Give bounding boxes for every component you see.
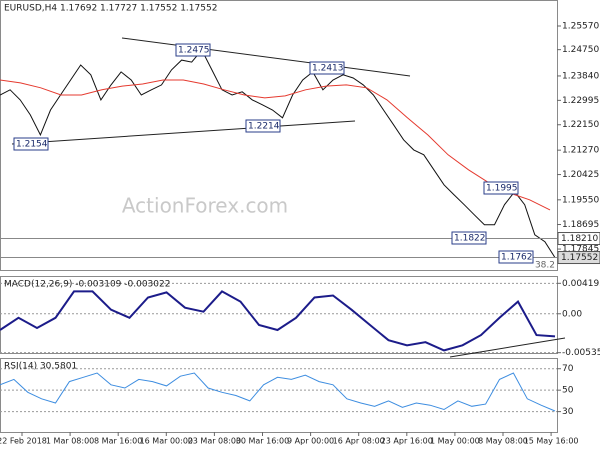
y-tick-label: 1.22995 — [562, 96, 599, 106]
y-tick-label: 0.00 — [562, 309, 582, 319]
panel-title: MACD(12,26,9) -0.003109 -0.003022 — [4, 280, 170, 290]
y-tick-label: 1.18695 — [562, 220, 599, 230]
annotation-box — [451, 231, 487, 245]
annotation: 1.2475 — [178, 46, 210, 56]
x-tick-label: 1 Mar 08:00 — [46, 437, 94, 446]
series-line — [0, 290, 556, 352]
y-tick-label: 1.20425 — [562, 170, 599, 180]
annotation: 1.1995 — [486, 184, 518, 194]
trend-line — [11, 120, 356, 145]
series-line — [0, 79, 551, 211]
y-tick-label: 50 — [562, 386, 574, 396]
series-line — [0, 49, 556, 258]
annotation: 1.2154 — [16, 140, 48, 150]
y-tick-label: 1.19550 — [562, 195, 599, 205]
watermark: ActionForex.com — [122, 194, 288, 218]
annotation-box — [498, 250, 534, 264]
x-tick-label: 15 May 16:00 — [524, 437, 579, 446]
y-tick-label: 1.23840 — [562, 71, 599, 81]
y-tick-label: 1.21270 — [562, 146, 599, 156]
y-tick-label: 1.24750 — [562, 45, 599, 55]
panel-frame — [0, 276, 558, 354]
x-tick-label: 9 Apr 00:00 — [287, 437, 334, 446]
y-tick-label: 1.22150 — [562, 120, 599, 130]
price-tag-label: 1.17552 — [561, 253, 598, 263]
x-tick-label: 1 May 00:00 — [430, 437, 480, 446]
annotation-box — [175, 43, 211, 57]
fib-label: 38.2 — [535, 261, 555, 271]
y-tick-label: 1.17845 — [562, 245, 599, 255]
x-tick-label: 16 Mar 00:00 — [140, 437, 193, 446]
series-line — [0, 372, 556, 412]
annotation: 1.2413 — [312, 64, 344, 74]
panel-frame — [0, 358, 558, 433]
x-tick-label: 16 Apr 08:00 — [333, 437, 385, 446]
annotation-box — [245, 119, 281, 133]
annotation-box — [13, 137, 49, 151]
annotation-box — [483, 181, 519, 195]
price-tag-label: 1.18210 — [561, 234, 598, 244]
y-tick-label: 1.25570 — [562, 21, 599, 31]
panel-frame — [0, 0, 558, 271]
panel-title: EURUSD,H4 1.17692 1.17727 1.17552 1.1755… — [4, 4, 217, 14]
trend-line — [121, 37, 411, 77]
price-tag — [557, 232, 600, 246]
x-tick-label: 30 Mar 16:00 — [236, 437, 289, 446]
y-tick-label: -0.005356 — [562, 348, 600, 358]
x-tick-label: 23 Apr 16:00 — [381, 437, 433, 446]
annotation-box — [309, 61, 345, 75]
annotation: 1.1762 — [501, 253, 533, 263]
x-tick-label: 23 Mar 08:00 — [188, 437, 241, 446]
y-tick-label: 0.004193 — [562, 279, 600, 289]
x-tick-label: 22 Feb 2018 — [0, 437, 47, 446]
x-tick-label: 8 Mar 16:00 — [94, 437, 142, 446]
trend-line — [449, 337, 566, 358]
y-tick-label: 30 — [562, 407, 574, 417]
annotation: 1.1822 — [454, 234, 486, 244]
x-tick-label: 8 May 08:00 — [478, 437, 528, 446]
annotation: 1.2214 — [248, 122, 280, 132]
price-tag — [557, 251, 600, 265]
panel-title: RSI(14) 30.5801 — [4, 362, 77, 372]
y-tick-label: 70 — [562, 364, 574, 374]
